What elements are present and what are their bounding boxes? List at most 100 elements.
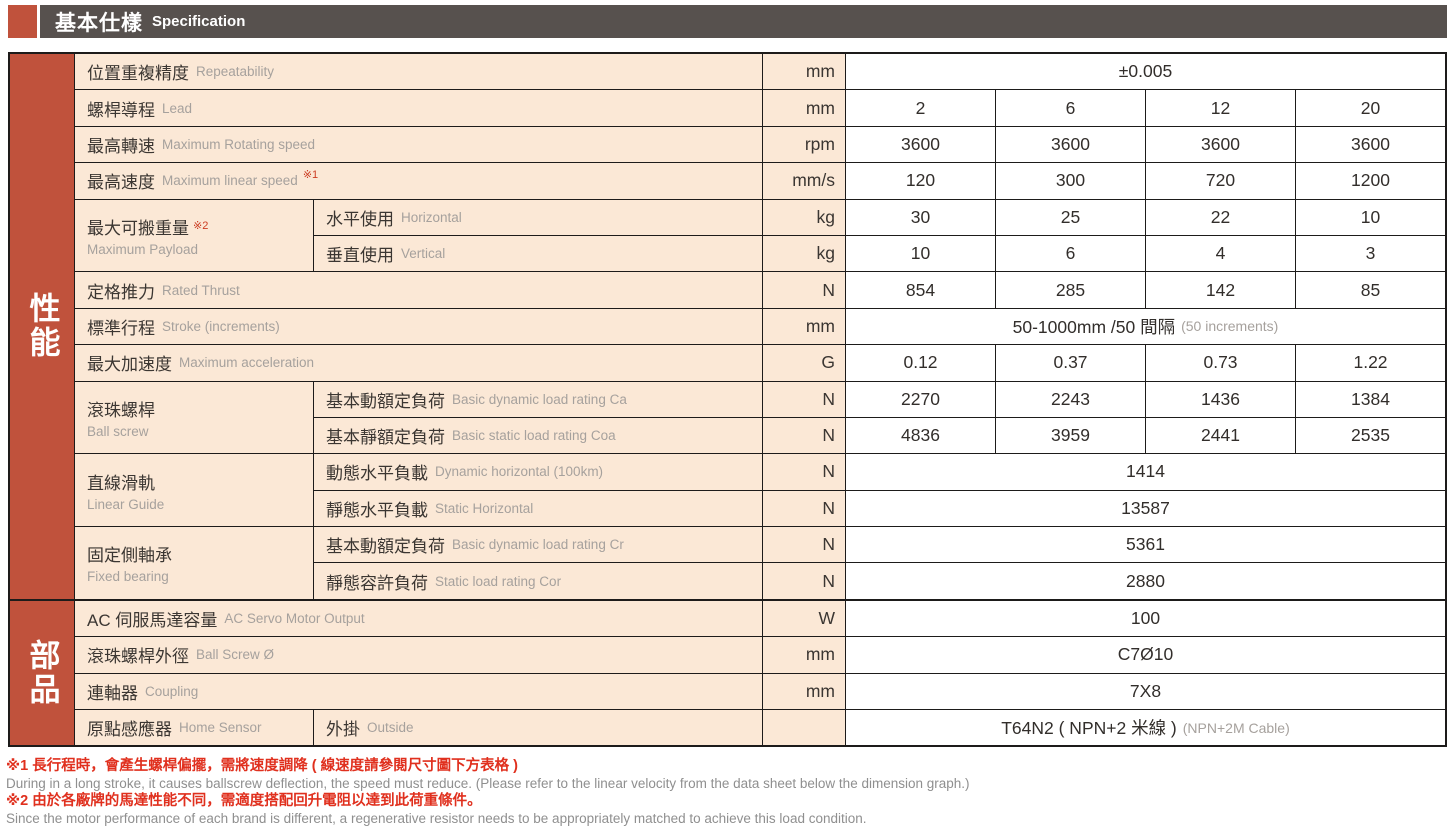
row-accel-value-1: 0.37 [996,345,1145,381]
row-thrust-unit: N [763,272,845,308]
row-sensor-label: 原點感應器 Home Sensor [75,710,313,746]
footnote-2-en: Since the motor performance of each bran… [6,811,867,826]
row-ballscrew-dynamic-value-0: 2270 [846,381,995,417]
row-bearing-static-label: 靜態容許負荷 Static load rating Cor [314,563,762,599]
row-payload-vertical-value-3: 3 [1296,235,1445,272]
row-linear-speed-value-2: 720 [1146,163,1295,199]
row-repeatability-label: 位置重複精度 Repeatability [75,54,762,90]
row-guide-dynamic-unit: N [763,454,845,490]
row-stroke-value: 50-1000mm /50 間隔 (50 increments) [846,308,1445,345]
row-payload-horizontal-unit: kg [763,199,845,235]
footnote-mark-2: ※2 [193,219,209,232]
row-coupling-label: 連軸器 Coupling [75,673,762,710]
row-thrust-label: 定格推力 Rated Thrust [75,272,762,308]
row-lead-value-0: 2 [846,90,995,126]
row-payload-horizontal-value-1: 25 [996,199,1145,235]
row-payload-horizontal-value-0: 30 [846,199,995,235]
row-thrust-value-2: 142 [1146,272,1295,308]
footnote-mark-1: ※1 [302,169,319,182]
row-bearing-group-label: 固定側軸承 Fixed bearing [75,527,313,599]
row-ballscrew-dynamic-value-3: 1384 [1296,381,1445,417]
row-sensor-value: T64N2 ( NPN+2 米線 ) (NPN+2M Cable) [846,710,1445,746]
row-motor-label: AC 伺服馬達容量 AC Servo Motor Output [75,600,762,637]
footnote-2-zh: ※2 由於各廠牌的馬達性能不同，需適度搭配回升電阻以達到此荷重條件。 [6,793,482,809]
row-bearing-dynamic-value: 5361 [846,527,1445,563]
row-guide-dynamic-label: 動態水平負載 Dynamic horizontal (100km) [314,454,762,490]
page-title-zh: 基本仕樣 [55,11,143,35]
row-linear-speed-unit: mm/s [763,163,845,199]
row-screw-od-unit: mm [763,637,845,673]
section-label-performance: 性能 [10,54,74,599]
row-bearing-dynamic-unit: N [763,527,845,563]
row-lead-label: 螺桿導程 Lead [75,90,762,126]
row-ballscrew-dynamic-label: 基本動額定負荷 Basic dynamic load rating Ca [314,381,762,417]
row-bearing-dynamic-label: 基本動額定負荷 Basic dynamic load rating Cr [314,527,762,563]
row-guide-static-value: 13587 [846,490,1445,527]
row-ballscrew-static-unit: N [763,417,845,454]
row-lead-value-3: 20 [1296,90,1445,126]
footnotes: ※1 長行程時，會產生螺桿偏擺，需將速度調降 ( 線速度請參閱尺寸圖下方表格 )… [6,757,1446,827]
row-accel-unit: G [763,345,845,381]
row-guide-static-label: 靜態水平負載 Static Horizontal [314,490,762,527]
row-rotating-label: 最高轉速 Maximum Rotating speed [75,126,762,163]
row-ballscrew-dynamic-value-1: 2243 [996,381,1145,417]
row-rotating-unit: rpm [763,126,845,163]
specification-table: 性能 位置重複精度 Repeatability mm ±0.005 螺桿導程 L… [8,52,1447,748]
row-coupling-unit: mm [763,673,845,710]
row-thrust-value-3: 85 [1296,272,1445,308]
row-linear-speed-value-0: 120 [846,163,995,199]
row-lead-value-1: 6 [996,90,1145,126]
row-sensor-unit [763,710,845,746]
row-ballscrew-static-label: 基本靜額定負荷 Basic static load rating Coa [314,417,762,454]
footnote-1-zh: ※1 長行程時，會產生螺桿偏擺，需將速度調降 ( 線速度請參閱尺寸圖下方表格 ) [6,758,518,774]
section-label-parts: 部品 [10,600,74,746]
row-payload-vertical-unit: kg [763,235,845,272]
row-rotating-value-2: 3600 [1146,126,1295,163]
row-coupling-value: 7X8 [846,673,1445,710]
row-payload-vertical-label: 垂直使用 Vertical [314,235,762,272]
row-accel-value-0: 0.12 [846,345,995,381]
row-ballscrew-dynamic-unit: N [763,381,845,417]
row-payload-horizontal-label: 水平使用 Horizontal [314,199,762,235]
row-accel-value-2: 0.73 [1146,345,1295,381]
row-bearing-static-value: 2880 [846,563,1445,599]
row-bearing-static-unit: N [763,563,845,599]
accent-square [8,5,37,38]
section-header: 基本仕樣 Specification [8,5,1447,38]
page-title-en: Specification [152,13,246,30]
row-lead-value-2: 12 [1146,90,1295,126]
row-linear-speed-value-3: 1200 [1296,163,1445,199]
row-motor-unit: W [763,600,845,637]
row-ballscrew-static-value-0: 4836 [846,417,995,454]
parts-section: 部品 AC 伺服馬達容量 AC Servo Motor Output W 100… [10,600,1445,746]
row-linear-speed-label: 最高速度 Maximum linear speed ※1 [75,163,762,199]
row-rotating-value-3: 3600 [1296,126,1445,163]
row-ballscrew-static-value-3: 2535 [1296,417,1445,454]
row-repeatability-value: ±0.005 [846,54,1445,90]
footnote-1-en: During in a long stroke, it causes balls… [6,776,970,791]
row-sensor-sublabel: 外掛 Outside [314,710,762,746]
row-accel-label: 最大加速度 Maximum acceleration [75,345,762,381]
row-thrust-value-0: 854 [846,272,995,308]
row-accel-value-3: 1.22 [1296,345,1445,381]
row-motor-value: 100 [846,600,1445,637]
row-rotating-value-0: 3600 [846,126,995,163]
row-ballscrew-static-value-1: 3959 [996,417,1145,454]
row-payload-horizontal-value-2: 22 [1146,199,1295,235]
row-ballscrew-group-label: 滾珠螺桿 Ball screw [75,381,313,454]
row-rotating-value-1: 3600 [996,126,1145,163]
row-payload-vertical-value-1: 6 [996,235,1145,272]
row-ballscrew-dynamic-value-2: 1436 [1146,381,1295,417]
row-payload-group-label: 最大可搬重量 ※2 Maximum Payload [75,199,313,272]
performance-section: 性能 位置重複精度 Repeatability mm ±0.005 螺桿導程 L… [10,54,1445,599]
row-screw-od-label: 滾珠螺桿外徑 Ball Screw Ø [75,637,762,673]
row-stroke-unit: mm [763,308,845,345]
row-screw-od-value: C7Ø10 [846,637,1445,673]
row-stroke-label: 標準行程 Stroke (increments) [75,308,762,345]
row-payload-vertical-value-2: 4 [1146,235,1295,272]
row-payload-vertical-value-0: 10 [846,235,995,272]
row-guide-static-unit: N [763,490,845,527]
row-thrust-value-1: 285 [996,272,1145,308]
row-guide-group-label: 直線滑軌 Linear Guide [75,454,313,527]
header-bar: 基本仕樣 Specification [40,5,1447,38]
